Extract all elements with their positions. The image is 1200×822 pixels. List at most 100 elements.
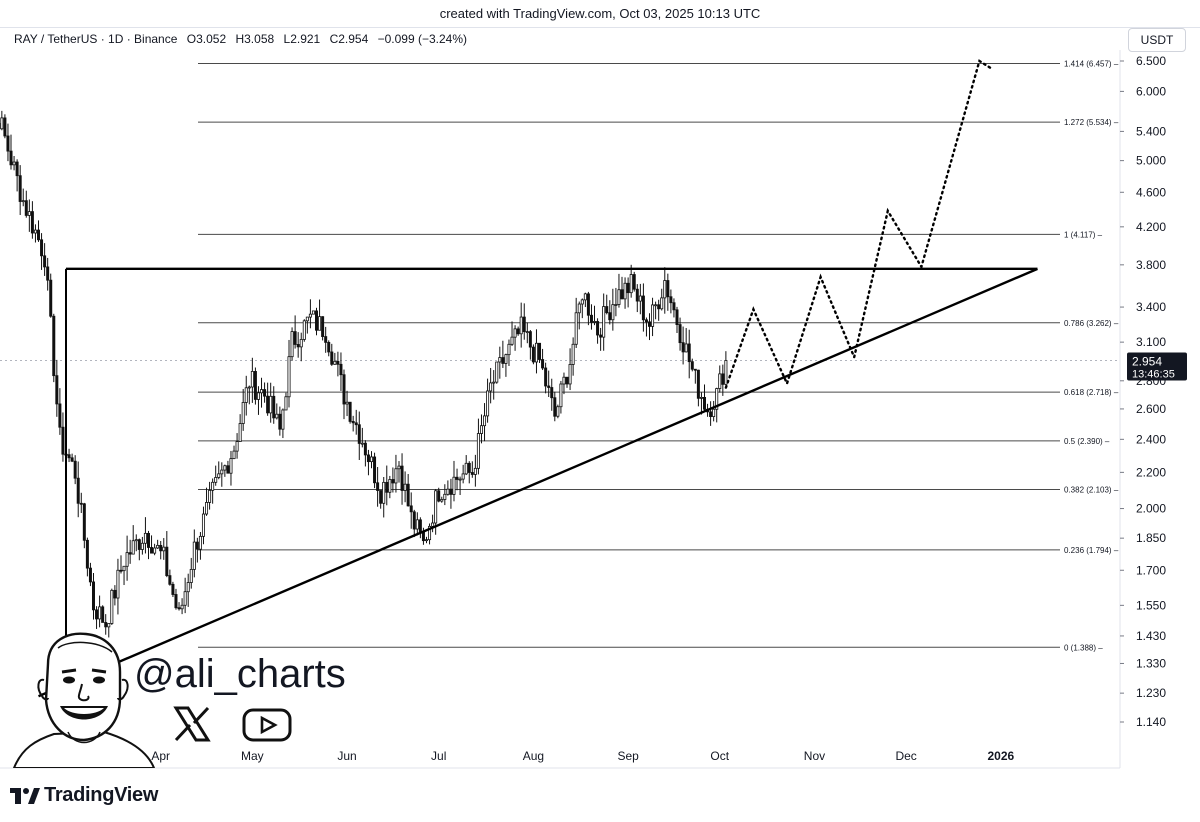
candle-up xyxy=(507,343,511,356)
candle-down xyxy=(620,289,624,300)
candles xyxy=(0,110,728,638)
candle-up xyxy=(446,488,450,495)
candle-up xyxy=(483,415,487,427)
candle-up xyxy=(290,331,294,358)
candle-up xyxy=(260,389,264,394)
fib-level-label: 0 (1.388) – xyxy=(1064,643,1103,652)
ohlc-open: O3.052 xyxy=(186,32,227,46)
candle-up xyxy=(208,489,212,503)
candle-down xyxy=(70,457,74,462)
candle-up xyxy=(461,473,465,480)
candle-down xyxy=(373,456,377,484)
ohlc-close: C2.954 xyxy=(329,32,369,46)
candle-down xyxy=(278,413,282,430)
candle-up xyxy=(186,582,190,593)
candle-up xyxy=(345,401,349,405)
candle-down xyxy=(85,539,89,569)
candle-up xyxy=(443,493,447,500)
bar-countdown: 13:46:35 xyxy=(1132,368,1175,380)
candle-down xyxy=(9,150,13,166)
symbol-name[interactable]: RAY / TetherUS · 1D · Binance xyxy=(14,32,178,46)
tradingview-brand[interactable]: TradingView xyxy=(10,782,158,808)
candle-down xyxy=(91,581,95,611)
candle-down xyxy=(165,546,169,577)
candle-up xyxy=(318,316,322,331)
candle-down xyxy=(657,304,661,310)
candle-up xyxy=(718,373,722,389)
candle-up xyxy=(479,425,483,434)
candle-down xyxy=(263,389,267,397)
y-tick-label: 6.500 xyxy=(1136,54,1166,68)
y-tick-label: 3.400 xyxy=(1136,300,1166,314)
candle-down xyxy=(467,462,471,473)
candle-down xyxy=(46,266,50,281)
candle-up xyxy=(559,383,563,408)
candle-down xyxy=(406,483,410,507)
fib-level-label: 1.414 (6.457) – xyxy=(1064,60,1119,69)
candle-up xyxy=(162,546,166,552)
candle-up xyxy=(217,473,221,478)
candle-down xyxy=(113,589,117,599)
candle-down xyxy=(3,117,7,137)
candle-down xyxy=(681,342,685,353)
candle-down xyxy=(421,531,425,542)
ohlc-change: −0.099 (−3.24%) xyxy=(377,32,468,46)
candle-up xyxy=(458,478,462,481)
candle-down xyxy=(330,351,334,365)
candle-up xyxy=(486,390,490,417)
y-tick-label: 4.600 xyxy=(1136,185,1166,199)
candle-up xyxy=(153,547,157,554)
candle-up xyxy=(510,336,514,345)
candle-down xyxy=(174,594,178,609)
candle-up xyxy=(623,282,627,300)
candle-up xyxy=(504,354,508,364)
candle-down xyxy=(635,288,639,302)
candle-up xyxy=(638,295,642,302)
y-tick-label: 3.800 xyxy=(1136,258,1166,272)
candle-down xyxy=(88,567,92,583)
candle-down xyxy=(400,465,404,491)
currency-selector[interactable]: USDT xyxy=(1128,28,1186,52)
candle-down xyxy=(146,532,150,548)
candle-up xyxy=(201,513,205,537)
candle-up xyxy=(311,310,315,315)
candle-down xyxy=(177,607,181,610)
fib-level-label: 0.382 (2.103) – xyxy=(1064,485,1119,494)
x-tick-label: Jul xyxy=(431,749,446,763)
candle-down xyxy=(528,331,532,348)
y-tick-label: 1.850 xyxy=(1136,531,1166,545)
candle-down xyxy=(339,363,343,376)
candle-up xyxy=(107,623,111,628)
candle-up xyxy=(360,442,364,445)
candle-down xyxy=(82,503,86,541)
candle-down xyxy=(702,396,706,410)
candle-up xyxy=(220,469,224,475)
candle-up xyxy=(629,274,633,294)
candle-down xyxy=(40,239,44,257)
candle-down xyxy=(171,583,175,595)
candle-down xyxy=(128,552,132,555)
candle-up xyxy=(660,297,664,310)
candle-up xyxy=(388,479,392,493)
candle-down xyxy=(605,306,609,314)
x-tick-label: Apr xyxy=(151,749,170,763)
candle-down xyxy=(195,541,199,550)
candle-up xyxy=(583,293,587,301)
candle-up xyxy=(452,476,456,495)
candle-up xyxy=(611,304,615,321)
candle-down xyxy=(76,477,80,504)
avatar-caricature xyxy=(12,632,156,768)
candle-down xyxy=(544,367,548,387)
candle-up xyxy=(27,211,31,216)
y-tick-label: 1.330 xyxy=(1136,656,1166,670)
candle-down xyxy=(516,328,520,335)
created-caption: created with TradingView.com, Oct 03, 20… xyxy=(439,6,761,21)
projection-path xyxy=(724,59,993,389)
candle-up xyxy=(156,544,160,549)
candle-up xyxy=(12,161,16,166)
y-tick-label: 4.200 xyxy=(1136,220,1166,234)
candle-up xyxy=(223,465,227,471)
candle-down xyxy=(418,519,422,533)
tradingview-logo-icon xyxy=(10,788,40,804)
